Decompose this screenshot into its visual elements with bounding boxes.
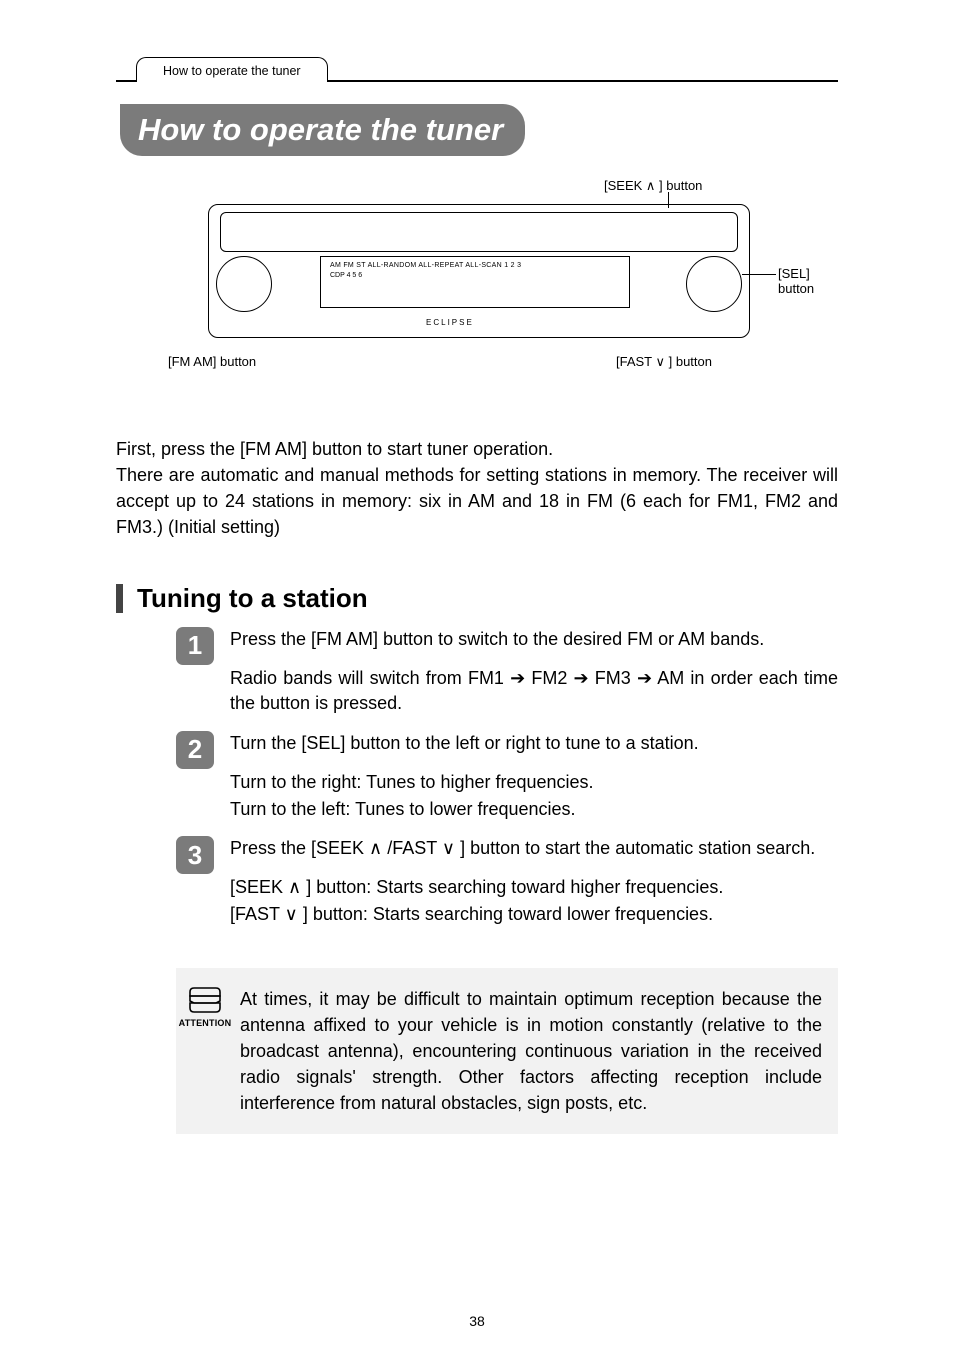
panel-text-2: CDP 4 5 6 xyxy=(330,272,362,279)
panel-brand: ECLIPSE xyxy=(426,318,474,327)
step-detail: [SEEK ∧ ] button: Starts searching towar… xyxy=(230,875,838,927)
attention-block: ATTENTION At times, it may be difficult … xyxy=(176,968,838,1134)
step-2: 2 Turn the [SEL] button to the left or r… xyxy=(116,731,838,823)
step-number: 2 xyxy=(176,731,214,769)
attention-text: At times, it may be difficult to maintai… xyxy=(240,986,822,1116)
tuner-diagram: [SEEK ∧ ] button AM FM ST ALL-RANDOM ALL… xyxy=(116,174,838,394)
step-body: Press the [SEEK ∧ /FAST ∨ ] button to st… xyxy=(230,836,838,928)
breadcrumb-row: How to operate the tuner xyxy=(116,56,838,81)
page-title: How to operate the tuner xyxy=(120,104,525,156)
right-knob xyxy=(686,256,742,312)
page-number: 38 xyxy=(0,1313,954,1329)
intro-paragraph: First, press the [FM AM] button to start… xyxy=(116,436,838,540)
step-detail-line: Turn to the left: Tunes to lower frequen… xyxy=(230,797,838,822)
receiver-slot xyxy=(220,212,738,252)
step-detail: Radio bands will switch from FM1 ➔ FM2 ➔… xyxy=(230,666,838,716)
step-title: Press the [SEEK ∧ /FAST ∨ ] button to st… xyxy=(230,836,838,861)
section-heading: Tuning to a station xyxy=(116,584,838,613)
sel-button-label: [SEL] button xyxy=(778,266,814,296)
steps-list: 1 Press the [FM AM] button to switch to … xyxy=(116,627,838,928)
step-detail-line: Turn to the right: Tunes to higher frequ… xyxy=(230,770,838,795)
step-body: Press the [FM AM] button to switch to th… xyxy=(230,627,838,717)
step-detail-line: [FAST ∨ ] button: Starts searching towar… xyxy=(230,902,838,927)
step-title: Press the [FM AM] button to switch to th… xyxy=(230,627,838,652)
panel-text-1: AM FM ST ALL-RANDOM ALL-REPEAT ALL-SCAN … xyxy=(330,262,521,269)
step-number: 3 xyxy=(176,836,214,874)
fmam-button-label: [FM AM] button xyxy=(168,354,256,369)
step-detail-line: [SEEK ∧ ] button: Starts searching towar… xyxy=(230,875,838,900)
left-knob xyxy=(216,256,272,312)
step-3: 3 Press the [SEEK ∧ /FAST ∨ ] button to … xyxy=(116,836,838,928)
step-body: Turn the [SEL] button to the left or rig… xyxy=(230,731,838,823)
step-number: 1 xyxy=(176,627,214,665)
step-title: Turn the [SEL] button to the left or rig… xyxy=(230,731,838,756)
step-detail: Turn to the right: Tunes to higher frequ… xyxy=(230,770,838,822)
sel-leader-line xyxy=(742,274,776,275)
attention-label: ATTENTION xyxy=(179,1018,232,1028)
fast-button-label: [FAST ∨ ] button xyxy=(616,354,712,370)
attention-icon: ATTENTION xyxy=(176,986,234,1028)
seek-button-label: [SEEK ∧ ] button xyxy=(604,178,702,194)
breadcrumb-tab: How to operate the tuner xyxy=(136,57,328,82)
step-1: 1 Press the [FM AM] button to switch to … xyxy=(116,627,838,717)
